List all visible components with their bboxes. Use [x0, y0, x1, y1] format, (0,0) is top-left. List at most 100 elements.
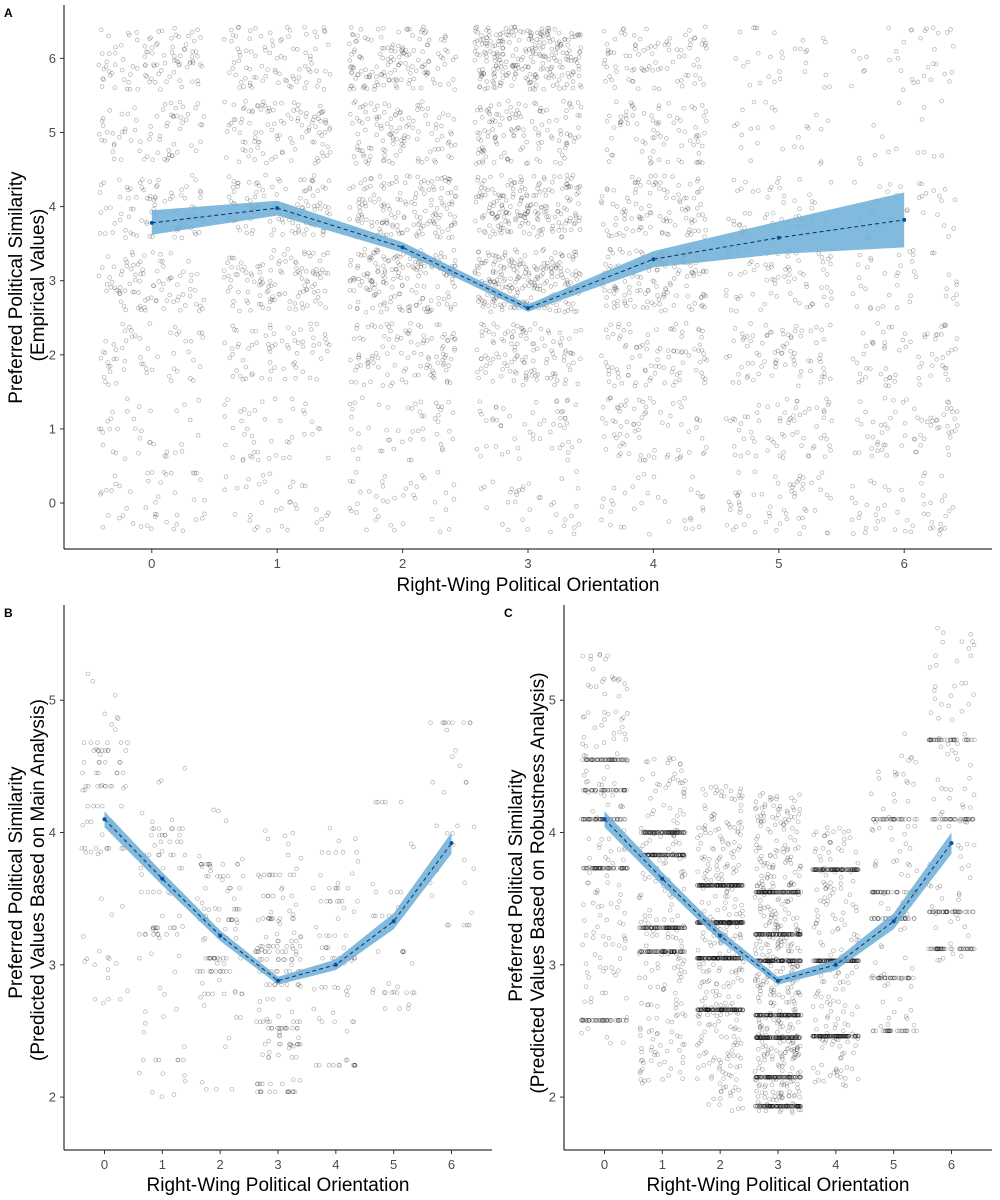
data-point — [893, 409, 898, 415]
data-point — [450, 754, 455, 759]
data-point — [259, 399, 265, 404]
data-point — [284, 439, 290, 444]
data-point — [311, 290, 317, 295]
data-point — [426, 309, 431, 315]
data-point — [524, 299, 529, 304]
data-point — [371, 192, 377, 198]
data-point — [499, 203, 504, 209]
data-point — [390, 344, 396, 350]
data-point — [160, 107, 166, 112]
data-point — [169, 153, 175, 158]
data-point — [745, 373, 751, 379]
data-point — [550, 180, 555, 185]
data-point — [898, 68, 904, 73]
data-point — [494, 32, 499, 38]
data-point — [395, 107, 400, 112]
data-point — [635, 179, 640, 185]
data-point — [508, 490, 513, 495]
data-point — [630, 113, 635, 118]
data-point — [620, 724, 625, 730]
data-point — [476, 271, 481, 277]
data-point — [612, 36, 618, 42]
data-point — [157, 985, 163, 991]
data-point — [544, 360, 549, 366]
data-point — [112, 141, 117, 147]
data-point — [895, 270, 901, 276]
data-point — [118, 740, 124, 745]
data-point — [434, 823, 440, 829]
data-point — [940, 363, 945, 368]
data-point — [647, 190, 653, 196]
data-point — [498, 193, 504, 198]
data-point — [247, 28, 253, 33]
data-point — [295, 202, 300, 207]
data-point — [240, 357, 246, 363]
data-point — [255, 145, 260, 150]
data-point — [505, 329, 511, 334]
data-point — [108, 285, 114, 290]
data-point — [368, 153, 373, 159]
data-point — [95, 740, 100, 745]
data-point — [452, 219, 457, 225]
data-point — [317, 933, 322, 938]
data-point — [357, 205, 362, 210]
data-point — [233, 272, 238, 277]
data-point — [98, 182, 104, 187]
data-point — [644, 346, 650, 352]
data-point — [163, 454, 169, 459]
data-point — [788, 335, 794, 341]
data-point — [652, 44, 658, 49]
data-point — [222, 926, 228, 932]
data-point — [362, 247, 368, 252]
data-point — [171, 69, 177, 75]
data-point — [88, 740, 94, 745]
data-point — [382, 334, 387, 339]
data-point — [700, 507, 706, 513]
data-point — [523, 270, 528, 275]
data-point — [740, 337, 746, 343]
data-point — [478, 194, 484, 200]
data-point — [701, 113, 707, 119]
data-point — [381, 279, 387, 285]
data-point — [622, 442, 627, 447]
data-point — [198, 303, 203, 309]
data-point — [236, 180, 241, 186]
data-point — [794, 398, 800, 404]
data-point — [770, 125, 775, 130]
data-point — [306, 203, 311, 208]
data-point — [599, 837, 604, 842]
data-point — [289, 435, 295, 440]
data-point — [292, 147, 298, 152]
data-point — [93, 770, 99, 776]
data-point — [662, 380, 668, 386]
data-point — [915, 415, 920, 421]
data-point — [361, 272, 367, 277]
data-point — [106, 68, 112, 74]
data-point — [312, 203, 317, 209]
data-point — [274, 55, 280, 61]
data-point — [374, 249, 380, 254]
data-point — [449, 334, 454, 340]
data-point — [490, 299, 495, 305]
data-point — [249, 231, 254, 236]
data-point — [445, 190, 451, 196]
data-point — [280, 219, 286, 225]
data-point — [158, 839, 164, 845]
data-point — [563, 377, 569, 383]
data-point — [202, 991, 207, 997]
data-point — [759, 491, 765, 497]
data-point — [300, 339, 306, 345]
data-point — [260, 473, 266, 478]
data-point — [508, 177, 513, 183]
data-point — [477, 409, 483, 414]
data-point — [256, 183, 262, 189]
data-point — [658, 308, 664, 314]
data-point — [699, 370, 704, 376]
data-point — [613, 64, 618, 70]
data-point — [441, 296, 447, 302]
data-point — [809, 205, 815, 211]
data-point — [933, 332, 939, 338]
data-point — [125, 740, 130, 745]
data-point — [167, 373, 172, 379]
data-point — [696, 213, 701, 218]
